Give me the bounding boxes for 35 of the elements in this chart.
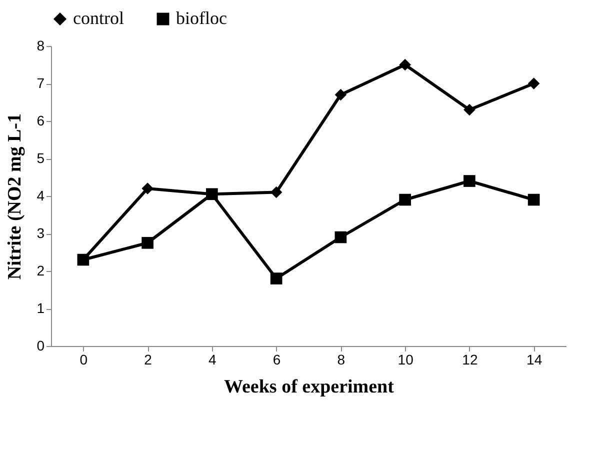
- point: [464, 175, 476, 187]
- x-tick-label: 4: [208, 352, 217, 368]
- point: [142, 236, 154, 249]
- y-tick-label: 5: [36, 150, 45, 166]
- point: [270, 272, 282, 284]
- point: [399, 58, 411, 71]
- point: [528, 78, 540, 90]
- point: [464, 104, 476, 116]
- x-tick-label: 12: [462, 352, 478, 368]
- x-tick-label: 10: [398, 352, 414, 368]
- y-tick-label: 7: [36, 75, 45, 91]
- y-tick-label: 4: [36, 188, 45, 204]
- point: [77, 254, 90, 266]
- point: [270, 186, 282, 198]
- point: [528, 194, 540, 206]
- legend-label: biofloc: [176, 8, 227, 28]
- point: [142, 182, 154, 194]
- point: [206, 188, 218, 200]
- y-tick-label: 3: [36, 225, 45, 241]
- legend-label: control: [73, 8, 124, 28]
- x-axis-title: Weeks of experiment: [224, 376, 395, 398]
- y-tick-label: 1: [36, 300, 45, 316]
- y-axis-title: Nitrite (NO2 mg L-1: [4, 113, 26, 280]
- x-tick-label: 8: [337, 352, 346, 368]
- y-tick-label: 2: [36, 262, 45, 278]
- y-tick-label: 0: [36, 338, 45, 354]
- x-tick-label: 2: [144, 352, 152, 368]
- point: [334, 231, 347, 244]
- y-tick-label: 6: [36, 112, 45, 128]
- x-tick-label: 14: [526, 352, 542, 368]
- point: [399, 194, 411, 206]
- x-tick-label: 6: [272, 352, 281, 368]
- x-tick-label: 0: [80, 352, 88, 368]
- point: [334, 88, 347, 101]
- y-tick-label: 8: [36, 38, 45, 54]
